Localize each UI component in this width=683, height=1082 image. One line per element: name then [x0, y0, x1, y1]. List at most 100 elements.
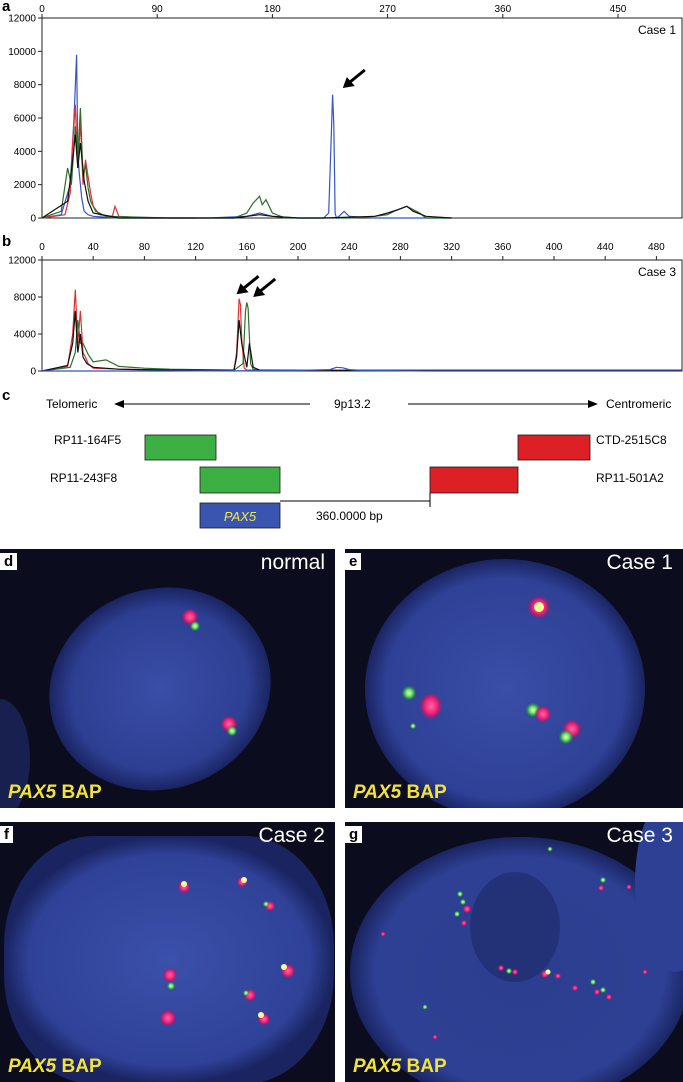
telomeric-arrow-head	[114, 400, 124, 408]
panel-b-x-tick-label: 40	[88, 242, 100, 253]
fish-gene: PAX5	[353, 782, 402, 803]
red-signal	[163, 968, 177, 982]
nucleus	[0, 699, 30, 808]
panel-a-y-tick-label: 12000	[8, 14, 36, 25]
panel-d-letter: d	[0, 553, 18, 570]
green-signal	[241, 877, 247, 883]
panel-a-y-tick-label: 8000	[14, 80, 37, 91]
green-signal	[460, 899, 466, 905]
pax5-gene-label: PAX5	[224, 509, 257, 524]
panel-b-x-tick-label: 160	[238, 242, 255, 253]
fish-title: Case 3	[606, 824, 673, 847]
panel-a-x-tick-label: 90	[152, 4, 164, 15]
green-signal	[506, 968, 512, 974]
fish-title: Case 2	[258, 824, 325, 847]
green-signal	[243, 990, 249, 996]
green-signal	[402, 686, 416, 700]
green-signal	[590, 979, 596, 985]
red-signal	[463, 905, 471, 913]
centromeric-label: Centromeric	[606, 397, 671, 411]
panel-a-annotation-arrow	[342, 68, 366, 88]
fish-panel-case3: Case 3 PAX5 BAP	[345, 822, 683, 1082]
red-signal	[512, 969, 518, 975]
panel-a-y-tick-label: 10000	[8, 47, 36, 58]
green-signal	[559, 730, 573, 744]
fish-probe: BAP	[406, 782, 447, 803]
probe-rp11-243f8-bar	[199, 466, 281, 494]
fish-image-case1	[365, 559, 645, 808]
locus-label: 9p13.2	[334, 397, 371, 411]
red-signal	[626, 884, 632, 890]
probe-rp11-164f5-bar	[144, 434, 217, 461]
panel-b-series-line	[41, 310, 682, 372]
nucleus	[365, 559, 645, 808]
fish-probe: BAP	[61, 1056, 102, 1077]
panel-b-x-tick-label: 400	[546, 242, 563, 253]
panel-b-series-line	[42, 366, 682, 372]
nucleus	[49, 587, 271, 791]
panel-a-chart: 0 90 180 270 360 450 0 2000 4000 6000 8000 10000 120…	[8, 4, 683, 225]
green-signal	[258, 1012, 264, 1018]
red-signal	[598, 885, 604, 891]
panel-b-x-tick-label: 480	[648, 242, 665, 253]
green-signal	[454, 911, 460, 917]
fish-probe-label: PAX5 BAP	[353, 782, 447, 804]
panel-b-letter: b	[2, 233, 12, 250]
red-signal	[642, 969, 648, 975]
fish-probe: BAP	[406, 1056, 447, 1077]
red-signal	[572, 985, 578, 991]
green-signal	[457, 891, 463, 897]
dark-region	[470, 872, 560, 982]
panel-b-x-tick-label: 360	[494, 242, 511, 253]
fish-title: Case 1	[606, 551, 673, 574]
green-signal	[227, 726, 237, 736]
probe-ctd-2515c8-label: CTD-2515C8	[596, 433, 667, 447]
fish-probe-label: PAX5 BAP	[8, 782, 102, 804]
panel-b-series-line	[41, 302, 682, 372]
panel-a-y-tick-label: 6000	[14, 114, 37, 125]
panel-a-y-tick-label: 2000	[14, 180, 37, 191]
probe-rp11-501a2-bar	[429, 466, 519, 494]
green-signal	[181, 881, 187, 887]
fish-panel-normal: normal PAX5 BAP	[0, 549, 335, 808]
panel-b-x-tick-label: 80	[139, 242, 151, 253]
nucleus	[635, 822, 683, 972]
panel-a-series-line	[41, 134, 452, 219]
red-signal	[420, 693, 442, 719]
green-signal	[422, 1004, 428, 1010]
nucleus	[4, 836, 334, 1082]
panel-g-letter: g	[345, 826, 363, 843]
red-signal	[594, 989, 600, 995]
panel-b-y-tick-label: 8000	[14, 293, 37, 304]
panel-c-letter: c	[2, 387, 11, 404]
green-signal	[167, 982, 175, 990]
panel-b-annotation-arrow	[236, 275, 260, 295]
centromeric-arrow-head	[588, 400, 598, 408]
panel-b-chart: 0 40 80 120 160 200 240 280 320 360 400 440 480 0 4000…	[8, 242, 683, 378]
green-signal	[410, 723, 416, 729]
fish-probe: BAP	[61, 782, 102, 803]
panel-f-letter: f	[0, 826, 13, 843]
panel-b-x-tick-label: 320	[443, 242, 460, 253]
green-signal	[545, 969, 551, 975]
panel-b-y-tick-label: 12000	[8, 256, 36, 267]
red-signal	[182, 609, 198, 625]
telomeric-label: Telomeric	[46, 397, 97, 411]
panel-a-x-tick-label: 450	[610, 4, 627, 15]
fish-probe-label: PAX5 BAP	[8, 1056, 102, 1078]
red-signal	[432, 1034, 438, 1040]
panel-a-case-label: Case 1	[638, 23, 676, 37]
fish-probe-label: PAX5 BAP	[353, 1056, 447, 1078]
green-signal	[600, 877, 606, 883]
panel-a-x-tick-label: 360	[494, 4, 511, 15]
panel-a-x-tick-label: 0	[39, 4, 45, 15]
green-signal	[600, 987, 606, 993]
fish-image-case3	[350, 822, 683, 1082]
panel-b-y-tick-label: 0	[30, 367, 36, 378]
red-signal	[555, 973, 561, 979]
panel-a-y-tick-label: 4000	[14, 147, 37, 158]
panel-a-x-tick-label: 180	[264, 4, 281, 15]
red-signal	[461, 920, 467, 926]
panel-a-letter: a	[2, 0, 11, 15]
panel-b-x-tick-label: 280	[392, 242, 409, 253]
